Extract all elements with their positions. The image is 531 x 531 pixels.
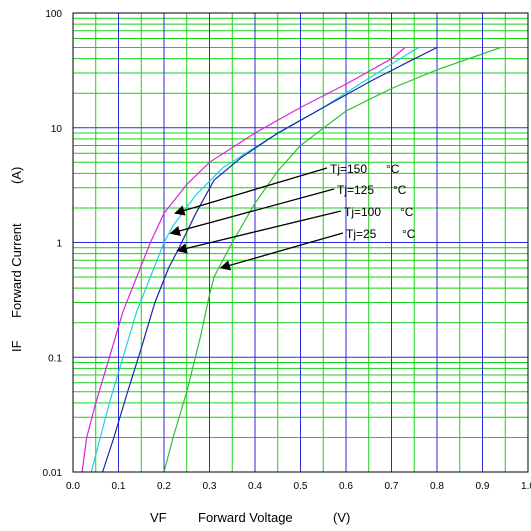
series-line-tj-150 — [81, 47, 406, 473]
annotation-label: Tj=150 — [330, 162, 367, 176]
x-tick-label: 0.4 — [248, 481, 262, 492]
y-axis-unit: (A) — [9, 167, 24, 184]
x-tick-label: 0.5 — [294, 481, 308, 492]
x-tick-label: 0.7 — [385, 481, 399, 492]
x-axis-symbol: VF — [150, 510, 167, 525]
annotation-arrow — [169, 188, 335, 236]
annotation-arrow — [174, 167, 328, 216]
annotation-unit: °C — [402, 227, 416, 241]
curves — [81, 46, 501, 473]
annotation-label: Tj=125 — [337, 183, 374, 197]
x-tick-label: 0.6 — [339, 481, 353, 492]
x-tick-label: 0.3 — [203, 481, 217, 492]
annotation-unit: °C — [400, 205, 414, 219]
annotation-unit: °C — [393, 183, 407, 197]
annotation-arrow — [176, 210, 342, 254]
x-axis-unit: (V) — [333, 510, 350, 525]
x-tick-label: 0.2 — [157, 481, 171, 492]
x-tick-label: 0.8 — [430, 481, 444, 492]
y-tick-label: 0.01 — [43, 468, 63, 479]
annotation-unit: °C — [386, 162, 400, 176]
x-tick-labels: 0.0 0.1 0.2 0.3 0.4 0.5 0.6 0.7 0.8 0.9 1.0 — [66, 481, 531, 492]
x-tick-label: 0.9 — [476, 481, 490, 492]
x-tick-label: 0.1 — [112, 481, 126, 492]
x-tick-label: 0.0 — [66, 481, 80, 492]
plot-area: Tj=150 °C Tj=125 °C Tj=100 °C Tj=25 °C — [72, 12, 529, 473]
y-tick-label: 0.1 — [48, 353, 62, 364]
annotations: Tj=150 °C Tj=125 °C Tj=100 °C Tj=25 °C — [169, 162, 416, 271]
x-tick-label: 1.0 — [521, 481, 531, 492]
series-line-tj-100 — [102, 46, 438, 473]
y-tick-labels: 0.01 0.1 1 10 100 — [43, 9, 63, 479]
y-tick-label: 1 — [56, 239, 62, 250]
y-axis-label: Forward Current — [9, 223, 24, 318]
plot-frame — [72, 12, 529, 473]
series-line-tj-25 — [163, 46, 501, 473]
y-axis-symbol: IF — [9, 340, 24, 352]
y-tick-label: 10 — [51, 124, 63, 135]
series-line-tj-125 — [90, 46, 420, 473]
annotation-label: Tj=100 — [344, 205, 381, 219]
x-axis-label: Forward Voltage — [198, 510, 293, 525]
annotation-arrow — [219, 232, 344, 271]
annotation-label: Tj=25 — [346, 227, 377, 241]
y-tick-label: 100 — [45, 9, 62, 20]
